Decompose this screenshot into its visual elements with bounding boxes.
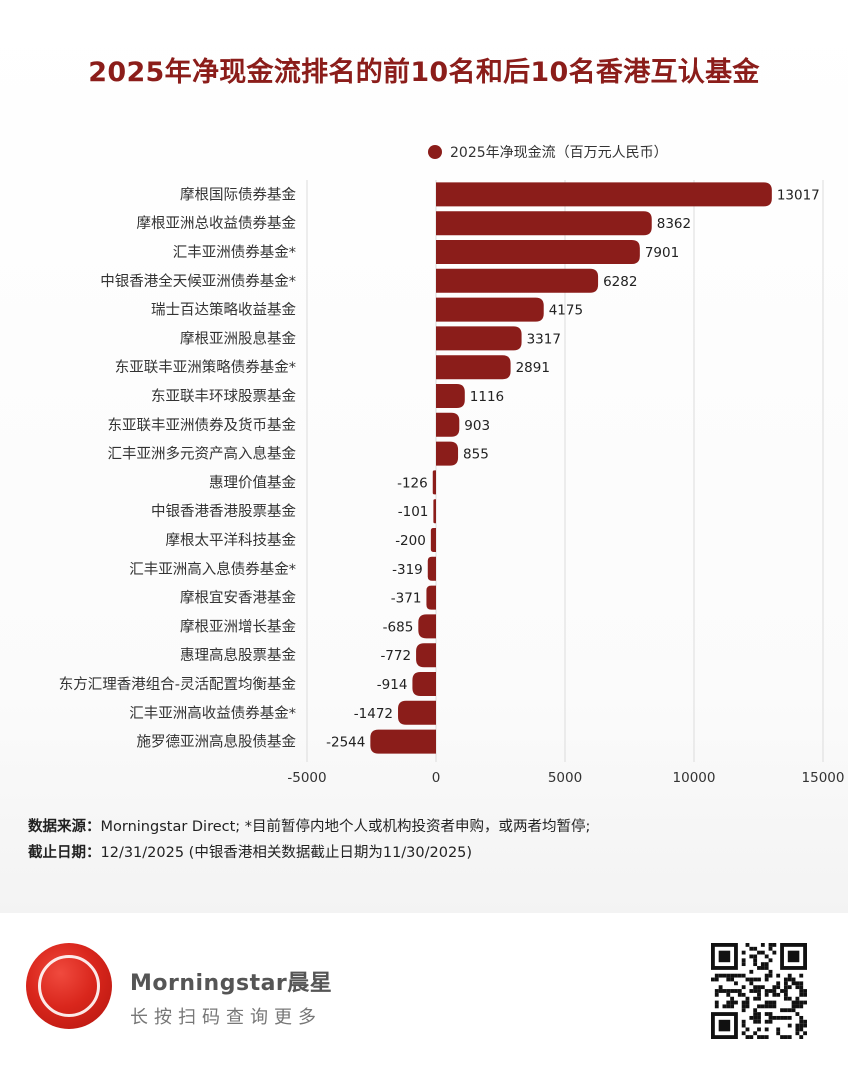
- bar-6: [436, 355, 511, 380]
- bar-14: [426, 585, 436, 610]
- value-label-5: 3317: [527, 331, 561, 347]
- category-label-5: 摩根亚洲股息基金: [180, 329, 296, 347]
- category-label-15: 摩根亚洲增长基金: [180, 617, 296, 635]
- bar-5: [436, 326, 522, 351]
- value-label-7: 1116: [470, 389, 504, 405]
- source-note: 数据来源：Morningstar Direct; *目前暂停内地个人或机构投资者…: [28, 814, 590, 840]
- bar-16: [416, 643, 436, 668]
- value-label-11: -101: [398, 504, 429, 520]
- morningstar-logo-icon: [26, 943, 112, 1029]
- category-label-8: 东亚联丰亚洲债券及货币基金: [108, 417, 297, 434]
- value-label-17: -914: [377, 677, 408, 693]
- category-label-12: 摩根太平洋科技基金: [166, 531, 297, 549]
- source-text: Morningstar Direct; *目前暂停内地个人或机构投资者申购，或两…: [100, 819, 591, 835]
- value-label-13: -319: [392, 562, 423, 578]
- value-label-3: 6282: [603, 274, 637, 290]
- bar-1: [436, 211, 652, 236]
- x-tick-label-4: 15000: [802, 770, 845, 786]
- legend-marker: [428, 145, 442, 159]
- bar-19: [370, 729, 436, 754]
- value-label-9: 855: [463, 447, 489, 463]
- bar-4: [436, 297, 544, 322]
- category-label-4: 瑞士百达策略收益基金: [151, 302, 296, 319]
- category-label-19: 施罗德亚洲高息股债基金: [137, 734, 297, 751]
- x-tick-label-2: 5000: [548, 770, 582, 786]
- value-label-0: 13017: [777, 187, 820, 203]
- value-label-10: -126: [397, 475, 428, 491]
- bar-15: [418, 614, 436, 639]
- bar-17: [412, 672, 436, 696]
- date-text: 12/31/2025 (中银香港相关数据截止日期为11/30/2025): [100, 845, 473, 861]
- bar-13: [427, 556, 436, 581]
- category-label-13: 汇丰亚洲高入息债券基金*: [129, 561, 296, 578]
- bar-11: [433, 499, 436, 524]
- chart-notes: 数据来源：Morningstar Direct; *目前暂停内地个人或机构投资者…: [28, 814, 590, 866]
- category-label-1: 摩根亚洲总收益债券基金: [137, 214, 297, 232]
- x-tick-label-3: 10000: [673, 770, 716, 786]
- value-label-12: -200: [395, 533, 426, 549]
- bar-10: [432, 470, 436, 495]
- category-label-3: 中银香港全天候亚洲债券基金*: [100, 272, 296, 290]
- bar-18: [398, 700, 436, 725]
- category-label-7: 东亚联丰环球股票基金: [151, 388, 296, 405]
- x-tick-label-0: -5000: [287, 770, 326, 786]
- value-label-6: 2891: [516, 360, 550, 376]
- value-label-8: 903: [464, 418, 490, 434]
- net-flow-bar-chart: -5000 0 5000 10000 15000 2025年净现金流（百万元人民币） 摩根国…: [59, 145, 845, 786]
- chart-title: 2025年净现金流排名的前10名和后10名香港互认基金: [88, 57, 760, 88]
- bar-9: [436, 441, 459, 466]
- bar-3: [436, 268, 599, 293]
- category-label-16: 惠理高息股票基金: [180, 647, 296, 664]
- x-tick-label-1: 0: [432, 770, 441, 786]
- value-label-15: -685: [383, 619, 414, 635]
- category-label-6: 东亚联丰亚洲策略债券基金*: [115, 359, 296, 376]
- category-label-11: 中银香港香港股票基金: [151, 503, 296, 520]
- value-label-1: 8362: [657, 216, 691, 232]
- category-label-18: 汇丰亚洲高收益债券基金*: [129, 705, 296, 722]
- category-label-14: 摩根宜安香港基金: [180, 589, 296, 607]
- category-label-9: 汇丰亚洲多元资产高入息基金: [108, 446, 297, 463]
- category-label-0: 摩根国际债券基金: [180, 185, 296, 203]
- bar-8: [436, 412, 460, 437]
- value-label-14: -371: [391, 591, 422, 607]
- qr-code-icon[interactable]: [711, 943, 807, 1039]
- date-note: 截止日期：12/31/2025 (中银香港相关数据截止日期为11/30/2025…: [28, 840, 590, 866]
- legend-label: 2025年净现金流（百万元人民币）: [450, 145, 668, 161]
- footer: Morningstar晨星 长按扫码查询更多: [0, 913, 848, 1078]
- category-label-2: 汇丰亚洲债券基金*: [173, 244, 296, 261]
- value-label-19: -2544: [326, 735, 365, 751]
- bar-7: [436, 384, 465, 408]
- brand-name: Morningstar晨星: [130, 971, 333, 996]
- bar-0: [436, 182, 772, 207]
- value-label-16: -772: [380, 648, 411, 664]
- date-label: 截止日期：: [28, 845, 101, 861]
- value-label-18: -1472: [354, 706, 393, 722]
- tagline: 长按扫码查询更多: [130, 1007, 322, 1028]
- value-label-2: 7901: [645, 245, 679, 261]
- bar-2: [436, 240, 640, 264]
- value-label-4: 4175: [549, 303, 583, 319]
- source-label: 数据来源：: [28, 819, 101, 835]
- category-label-10: 惠理价值基金: [209, 474, 296, 491]
- category-label-17: 东方汇理香港组合-灵活配置均衡基金: [59, 676, 297, 693]
- bar-12: [430, 528, 436, 552]
